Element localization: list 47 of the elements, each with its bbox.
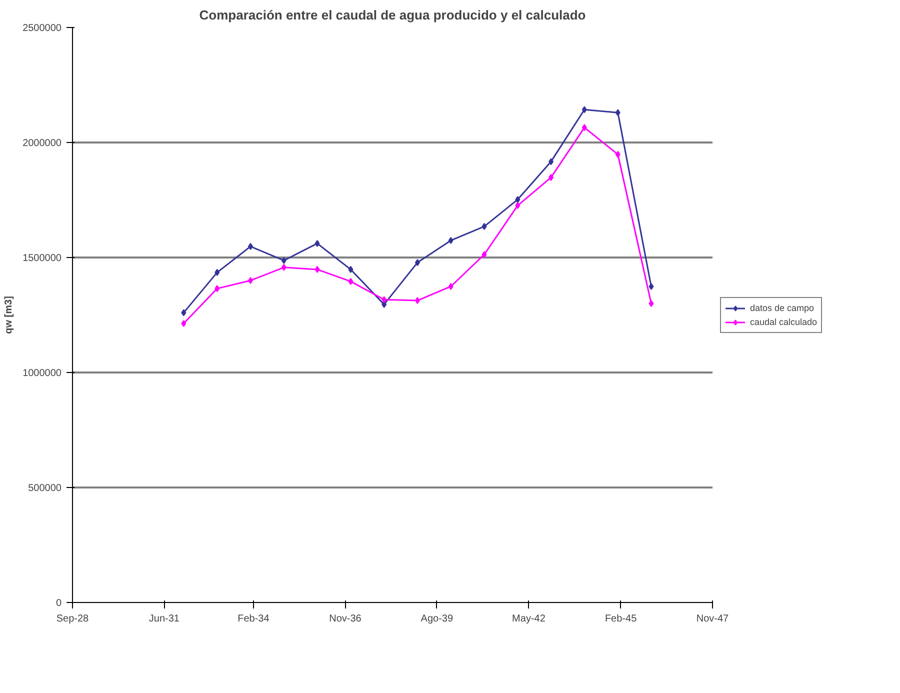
- chart-title: Comparación entre el caudal de agua producido y el calculado: [199, 8, 586, 22]
- point: [482, 222, 487, 230]
- point: [482, 251, 487, 258]
- x-tick-label: Sep-28: [56, 614, 90, 624]
- x-tick-label: Ago-39: [420, 614, 454, 624]
- point: [248, 277, 254, 284]
- point: [181, 309, 186, 316]
- legend-label: datos de campo: [750, 302, 814, 314]
- x-tick-label: Nov-36: [329, 614, 362, 624]
- x-tick-label: Jun-31: [148, 614, 180, 624]
- point: [214, 268, 220, 276]
- point: [281, 264, 286, 271]
- point: [181, 320, 186, 328]
- point: [648, 300, 654, 307]
- point: [448, 236, 454, 244]
- y-tick-label: 500000: [28, 483, 62, 494]
- x-tick-label: Nov-47: [696, 614, 730, 624]
- legend-label: caudal calculado: [750, 316, 818, 328]
- y-tick-label: 0: [56, 598, 62, 609]
- point: [548, 174, 554, 181]
- point: [248, 242, 254, 250]
- point: [414, 259, 420, 266]
- point: [348, 266, 354, 273]
- point: [314, 266, 320, 273]
- point: [648, 282, 654, 290]
- point: [281, 256, 286, 264]
- point: [382, 296, 387, 304]
- y-tick-label: 2000000: [22, 138, 62, 149]
- point: [515, 202, 520, 210]
- point: [615, 150, 620, 158]
- x-tick-label: May-42: [512, 614, 546, 624]
- point: [548, 158, 554, 166]
- point: [582, 106, 587, 114]
- point: [515, 196, 520, 204]
- y-axis-title: qw [m3]: [4, 296, 15, 334]
- y-tick-label: 2500000: [22, 23, 62, 34]
- y-tick-label: 1500000: [22, 253, 62, 264]
- y-tick-label: 1000000: [22, 368, 62, 379]
- point: [582, 124, 587, 132]
- point: [615, 109, 620, 116]
- point: [414, 297, 420, 304]
- point: [448, 282, 454, 290]
- point: [214, 285, 220, 292]
- point: [314, 240, 320, 247]
- x-tick-label: Feb-34: [238, 614, 270, 624]
- x-tick-label: Feb-45: [604, 614, 638, 624]
- point: [348, 278, 354, 285]
